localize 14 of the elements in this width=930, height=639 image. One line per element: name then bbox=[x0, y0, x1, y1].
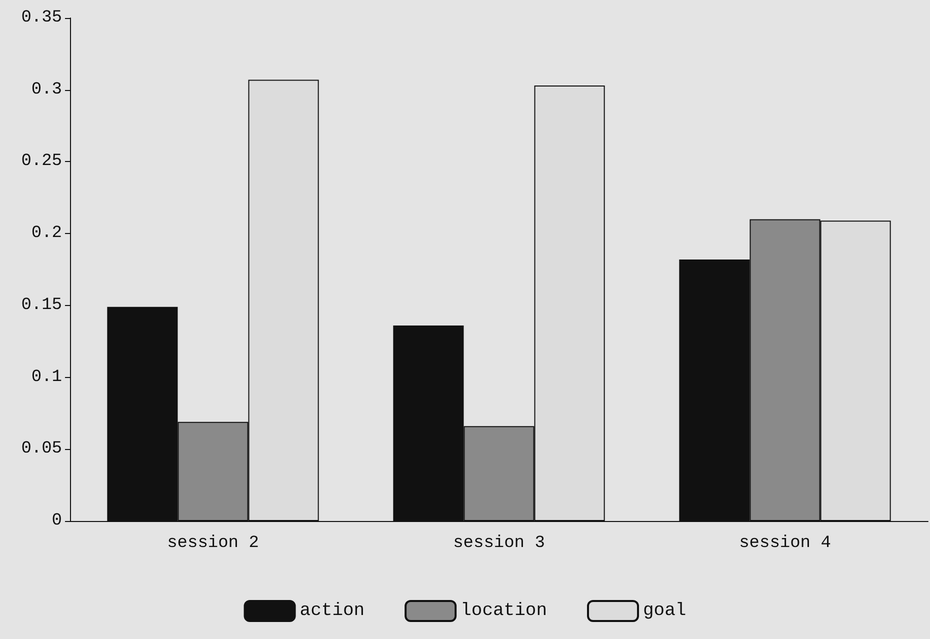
x-tick-label: session 4 bbox=[739, 534, 831, 553]
y-tick-label: 0.25 bbox=[21, 152, 62, 172]
y-tick-label: 0.05 bbox=[21, 440, 62, 459]
legend-label: action bbox=[300, 601, 365, 621]
y-tick-label: 0.1 bbox=[31, 368, 62, 387]
y-tick-label: 0 bbox=[52, 512, 62, 530]
y-tick-label: 0.15 bbox=[21, 296, 62, 315]
legend-label: goal bbox=[643, 601, 686, 621]
x-tick-label: session 2 bbox=[167, 534, 259, 553]
y-tick-label: 0.3 bbox=[31, 80, 62, 100]
y-tick-label: 0.2 bbox=[31, 224, 62, 244]
legend-label: location bbox=[460, 601, 548, 621]
y-tick-label: 0.35 bbox=[21, 8, 62, 28]
x-tick-label: session 3 bbox=[453, 534, 545, 553]
